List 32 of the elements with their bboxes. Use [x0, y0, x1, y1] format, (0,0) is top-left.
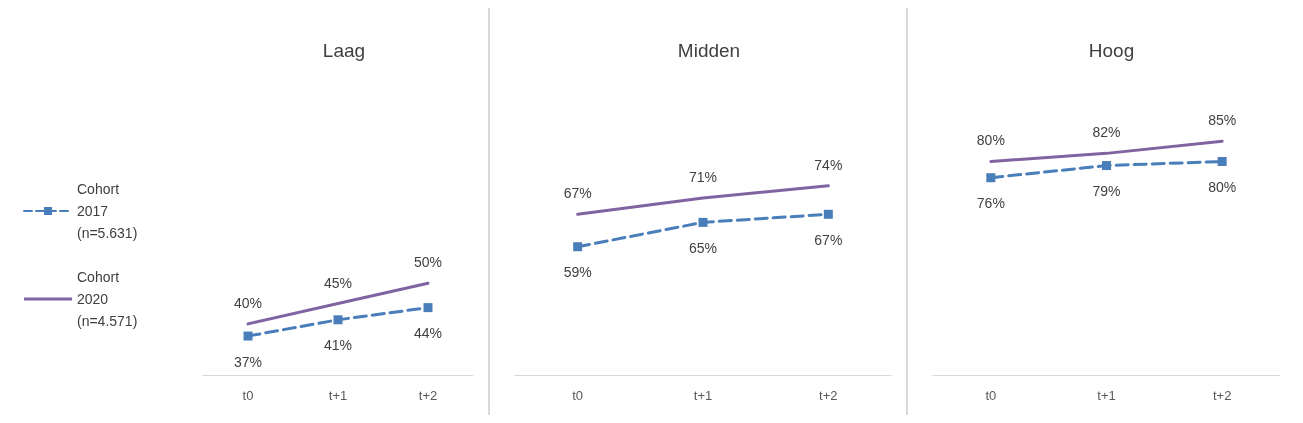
chart-title: Hoog	[1088, 40, 1135, 61]
data-label: 50%	[413, 254, 443, 271]
x-tick-label: t0	[572, 388, 584, 403]
data-label: 65%	[688, 239, 718, 256]
data-label: 67%	[563, 185, 592, 202]
data-label: 85%	[1208, 112, 1237, 129]
legend-label: Cohort 2017 (n=5.631)	[77, 181, 138, 241]
data-label: 40%	[233, 294, 263, 311]
x-tick-label: t0	[985, 388, 997, 403]
chart-title: Midden	[677, 40, 741, 61]
chart-title: Laag	[322, 40, 366, 61]
x-tick-label: t+2	[819, 388, 838, 403]
x-tick-label: t0	[242, 388, 254, 403]
data-label: 45%	[323, 274, 353, 291]
data-label: 79%	[1092, 183, 1121, 200]
data-label: 76%	[976, 195, 1005, 212]
x-tick-label: t+1	[693, 388, 713, 403]
x-tick-label: t+2	[418, 388, 438, 403]
data-label: 44%	[413, 325, 443, 342]
data-label: 80%	[976, 132, 1005, 149]
data-label: 82%	[1092, 124, 1121, 141]
data-label: 71%	[688, 169, 718, 186]
x-tick-label: t+1	[328, 388, 348, 403]
data-label: 37%	[233, 353, 263, 370]
x-tick-label: t+2	[1212, 388, 1232, 403]
legend-label: Cohort 2020 (n=4.571)	[77, 269, 138, 329]
data-label: 74%	[814, 156, 843, 173]
x-tick-label: t+1	[1097, 388, 1116, 403]
data-label: 41%	[323, 337, 353, 354]
data-label: 80%	[1208, 178, 1237, 195]
data-label: 67%	[814, 231, 843, 248]
data-label: 59%	[563, 264, 592, 281]
